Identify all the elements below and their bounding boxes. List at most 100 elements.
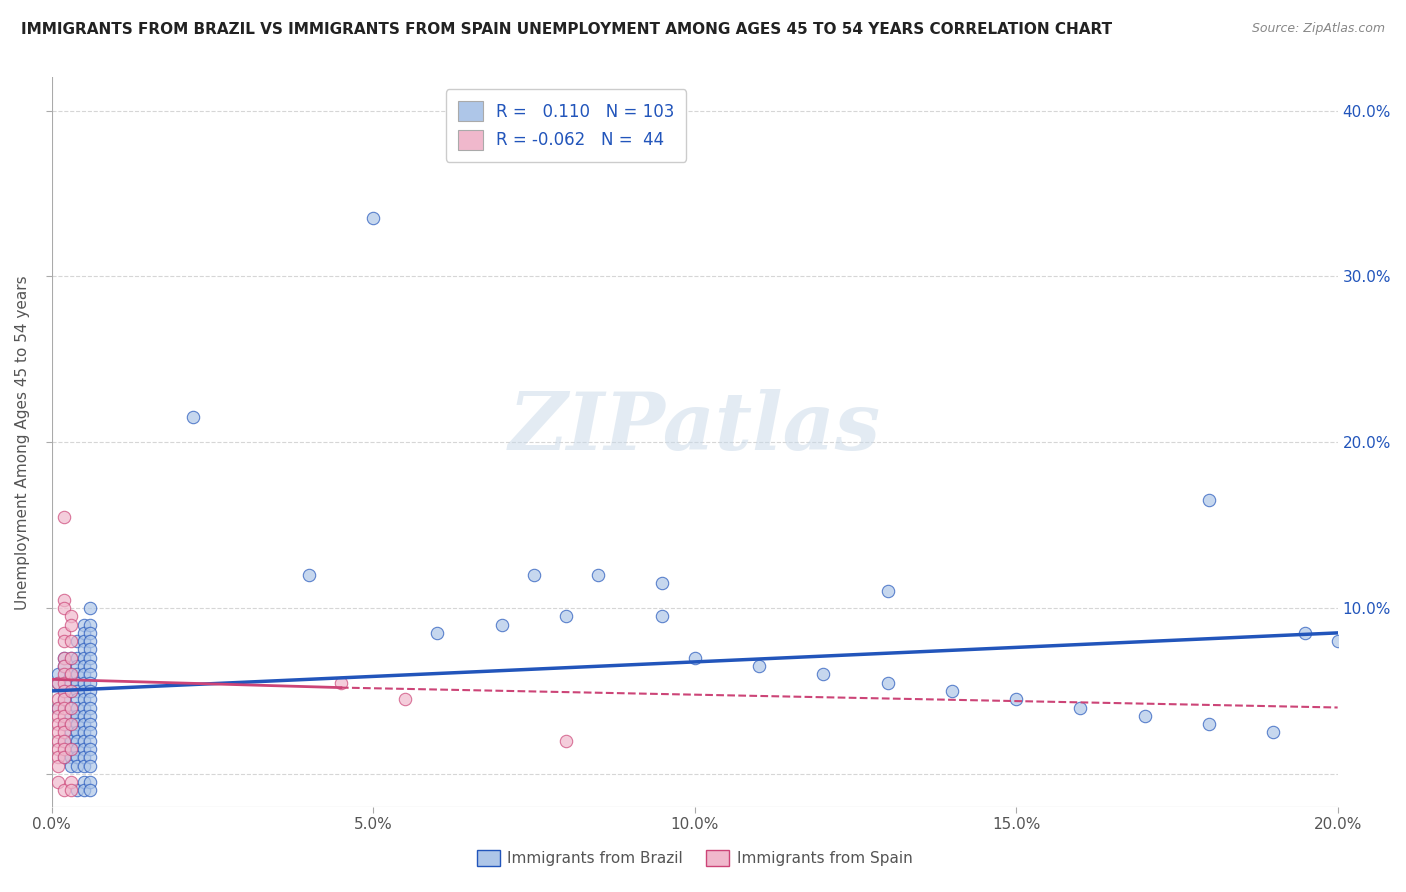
Point — [53, 733, 76, 747]
Point — [79, 642, 101, 657]
Point — [53, 684, 76, 698]
Point — [53, 684, 76, 698]
Point — [491, 617, 513, 632]
Point — [53, 659, 76, 673]
Point — [73, 708, 96, 723]
Point — [59, 725, 82, 739]
Point — [329, 675, 352, 690]
Point — [59, 700, 82, 714]
Point — [79, 775, 101, 789]
Point — [59, 758, 82, 772]
Point — [73, 742, 96, 756]
Point — [46, 667, 69, 681]
Point — [53, 626, 76, 640]
Point — [73, 650, 96, 665]
Point — [53, 592, 76, 607]
Point — [53, 725, 76, 739]
Point — [59, 700, 82, 714]
Point — [53, 742, 76, 756]
Point — [66, 783, 89, 797]
Point — [79, 708, 101, 723]
Point — [79, 617, 101, 632]
Point — [59, 742, 82, 756]
Point — [53, 708, 76, 723]
Point — [66, 692, 89, 706]
Point — [59, 650, 82, 665]
Point — [73, 634, 96, 648]
Point — [73, 733, 96, 747]
Point — [73, 717, 96, 731]
Point — [53, 692, 76, 706]
Point — [73, 750, 96, 764]
Point — [651, 609, 673, 624]
Point — [53, 717, 76, 731]
Point — [1198, 717, 1220, 731]
Point — [46, 700, 69, 714]
Text: IMMIGRANTS FROM BRAZIL VS IMMIGRANTS FROM SPAIN UNEMPLOYMENT AMONG AGES 45 TO 54: IMMIGRANTS FROM BRAZIL VS IMMIGRANTS FRO… — [21, 22, 1112, 37]
Point — [73, 675, 96, 690]
Point — [181, 410, 204, 425]
Point — [73, 758, 96, 772]
Point — [66, 708, 89, 723]
Point — [53, 634, 76, 648]
Point — [876, 675, 898, 690]
Point — [555, 609, 578, 624]
Point — [79, 684, 101, 698]
Point — [73, 783, 96, 797]
Point — [876, 584, 898, 599]
Point — [79, 717, 101, 731]
Point — [59, 742, 82, 756]
Point — [53, 675, 76, 690]
Point — [79, 742, 101, 756]
Point — [361, 211, 384, 226]
Point — [73, 692, 96, 706]
Point — [66, 650, 89, 665]
Point — [53, 659, 76, 673]
Point — [53, 750, 76, 764]
Point — [59, 609, 82, 624]
Point — [53, 667, 76, 681]
Point — [651, 576, 673, 591]
Point — [1005, 692, 1028, 706]
Point — [46, 675, 69, 690]
Point — [59, 783, 82, 797]
Point — [59, 775, 82, 789]
Point — [46, 742, 69, 756]
Point — [53, 692, 76, 706]
Point — [46, 775, 69, 789]
Point — [59, 650, 82, 665]
Point — [59, 617, 82, 632]
Point — [79, 659, 101, 673]
Point — [66, 733, 89, 747]
Point — [53, 601, 76, 615]
Point — [79, 692, 101, 706]
Point — [53, 650, 76, 665]
Point — [53, 650, 76, 665]
Point — [79, 758, 101, 772]
Point — [66, 758, 89, 772]
Point — [59, 684, 82, 698]
Point — [59, 733, 82, 747]
Point — [59, 634, 82, 648]
Point — [79, 733, 101, 747]
Point — [46, 733, 69, 747]
Point — [1198, 493, 1220, 508]
Point — [66, 750, 89, 764]
Point — [79, 750, 101, 764]
Point — [59, 717, 82, 731]
Point — [748, 659, 770, 673]
Point — [1263, 725, 1285, 739]
Point — [73, 684, 96, 698]
Point — [46, 725, 69, 739]
Point — [523, 567, 546, 582]
Point — [79, 725, 101, 739]
Point — [555, 733, 578, 747]
Point — [683, 650, 706, 665]
Point — [66, 675, 89, 690]
Y-axis label: Unemployment Among Ages 45 to 54 years: Unemployment Among Ages 45 to 54 years — [15, 275, 30, 609]
Point — [46, 700, 69, 714]
Point — [66, 717, 89, 731]
Point — [73, 659, 96, 673]
Point — [298, 567, 321, 582]
Point — [79, 667, 101, 681]
